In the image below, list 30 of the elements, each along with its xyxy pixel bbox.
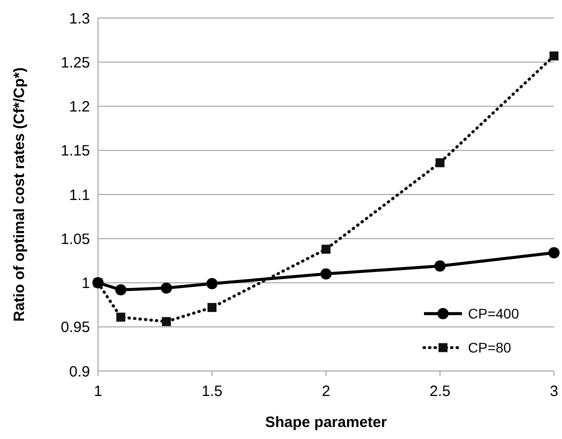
y-tick-label: 1.1 [69, 186, 90, 204]
x-axis-title: Shape parameter [265, 414, 388, 431]
y-tick-label: 1.15 [60, 142, 90, 160]
x-tick-label: 1.5 [202, 383, 222, 400]
point [115, 284, 126, 296]
point [434, 260, 446, 272]
point [162, 317, 171, 326]
y-tick-label: 1.05 [60, 230, 90, 248]
y-tick-label: 1 [82, 275, 90, 292]
x-tick-label: 2.5 [430, 383, 450, 400]
y-tick-label: 1.3 [69, 10, 90, 28]
point [436, 158, 444, 168]
y-tick-label: 0.95 [60, 319, 90, 336]
point [206, 278, 218, 290]
y-tick-label: 1.2 [69, 98, 90, 116]
point [550, 51, 558, 60]
x-tick-label: 3 [550, 383, 558, 400]
legend-label: CP=80 [468, 340, 512, 356]
point [116, 312, 126, 322]
x-tick-label: 1 [94, 383, 102, 400]
y-tick-label: 1.25 [60, 54, 90, 72]
point [322, 244, 330, 254]
point [320, 268, 332, 280]
point [160, 282, 172, 294]
legend-label: CP=400 [468, 306, 520, 322]
point [548, 247, 560, 258]
x-tick-label: 2 [322, 383, 330, 400]
y-tick-label: 0.9 [69, 363, 90, 380]
point [208, 302, 216, 312]
y-axis-title: Ratio of optimal cost rates (Cf*/Cp*) [11, 67, 28, 322]
